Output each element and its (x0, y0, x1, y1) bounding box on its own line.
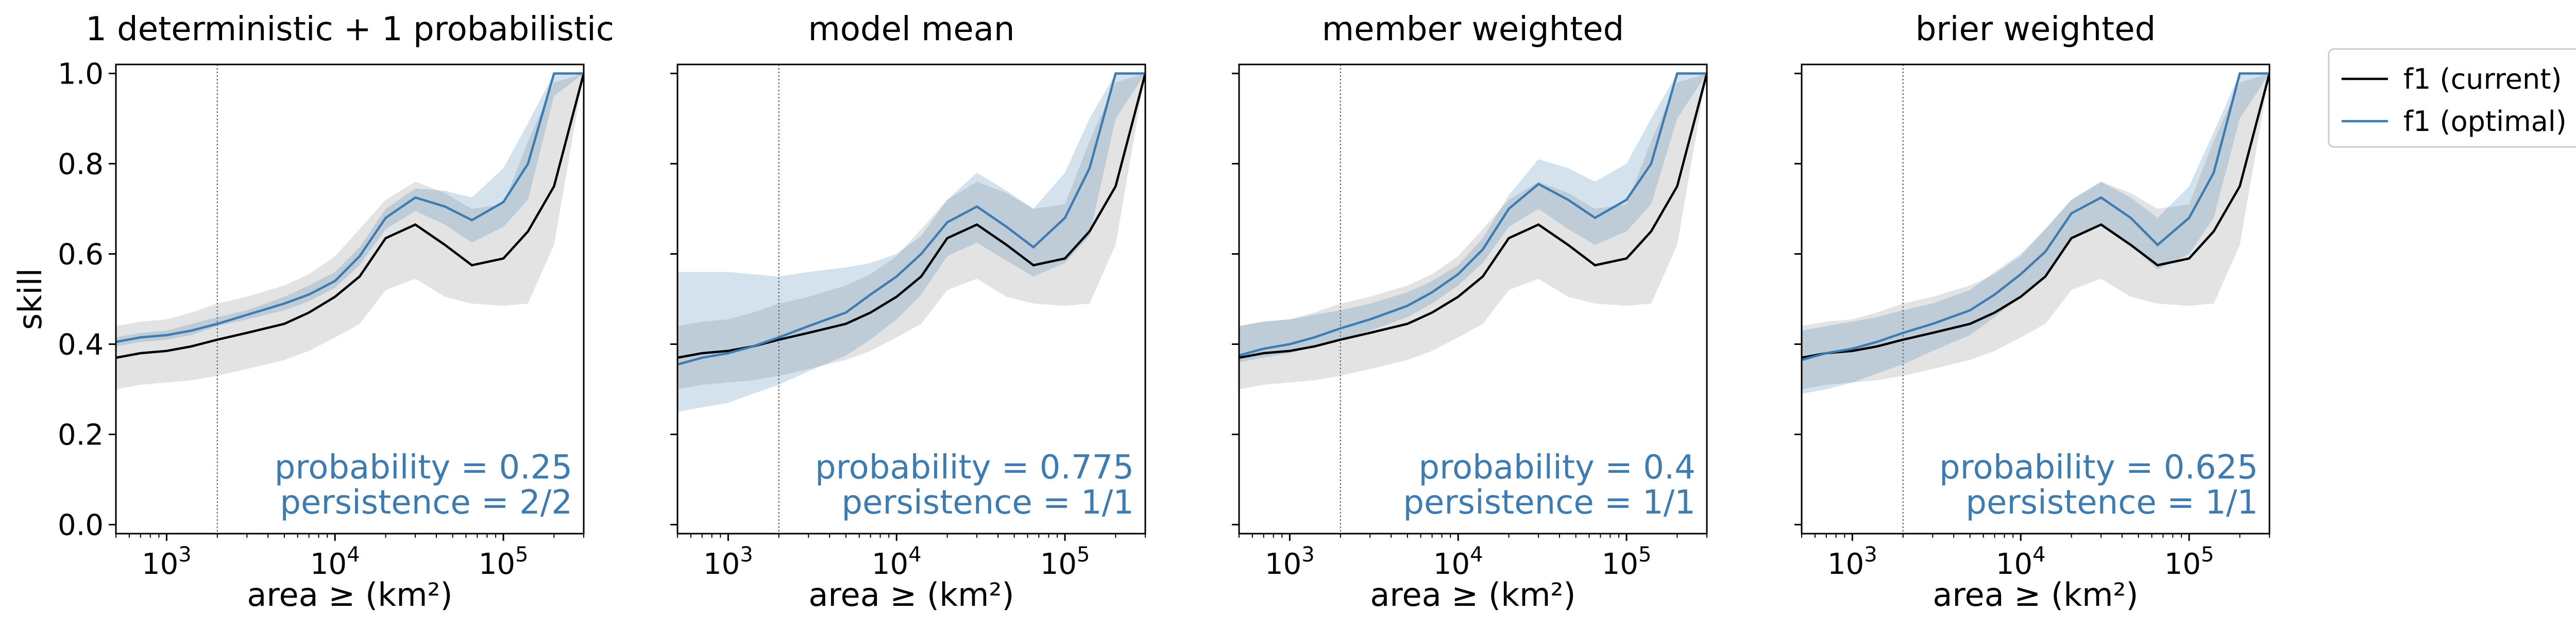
panel-title: brier weighted (1916, 10, 2156, 48)
x-tick-label: 105 (1602, 543, 1652, 581)
axes-frame (1238, 63, 1708, 535)
y-tick-label: 1.0 (58, 58, 104, 91)
legend: f1 (current) f1 (optimal) (2328, 48, 2576, 148)
current-line (1802, 73, 2269, 359)
current-line (1239, 73, 1707, 359)
optimal-line (1239, 72, 1707, 357)
panel-title: model mean (808, 10, 1014, 48)
annotation-line: probability = 0.4 (1418, 449, 1696, 487)
plot-area (1802, 64, 2269, 534)
axes-frame (115, 63, 585, 535)
annotation-line: probability = 0.625 (1939, 449, 2258, 487)
y-tick-label: 0.8 (58, 148, 104, 181)
axes-frame (1801, 63, 2270, 535)
current-line (116, 73, 584, 359)
x-tick-label: 105 (2164, 543, 2214, 581)
legend-label: f1 (current) (2403, 63, 2562, 95)
current-band (677, 73, 1145, 389)
x-tick-label: 103 (1827, 543, 1877, 581)
y-axis-label: skill (11, 268, 49, 330)
panel-1: 0.0 0.2 0.4 0.6 0.8 1.0 103 104 105 1 determinist… (11, 10, 614, 614)
annotation-line: persistence = 1/1 (1965, 484, 2258, 522)
x-tick-label: 104 (1996, 543, 2046, 581)
y-tick-label: 0.6 (58, 238, 104, 272)
panel-title: 1 deterministic + 1 probabilistic (86, 10, 614, 48)
y-tick-label: 0.4 (58, 328, 104, 362)
x-tick-label: 103 (1265, 543, 1315, 581)
optimal-line (116, 72, 584, 343)
current-band (1802, 73, 2269, 389)
panel-4: 103 104 105 brier weighted area ≥ (km²) proba… (1794, 10, 2270, 614)
panel-title: member weighted (1322, 10, 1624, 48)
current-band (1239, 73, 1707, 389)
optimal-band (677, 73, 1145, 412)
panel-3: 103 104 105 member weighted area ≥ (km²) prob… (1232, 10, 1708, 614)
annotation-line: persistence = 2/2 (280, 484, 572, 522)
optimal-band (1802, 73, 2269, 394)
annotation-line: persistence = 1/1 (1403, 484, 1696, 522)
x-tick-label: 104 (1433, 543, 1483, 581)
x-tick-label: 105 (479, 543, 529, 581)
optimal-line (1802, 72, 2269, 361)
y-tick-label: 0.0 (58, 509, 104, 542)
x-tick-label: 103 (703, 543, 753, 581)
optimal-band (1239, 73, 1707, 362)
panel-2: 103 104 105 model mean area ≥ (km²) probabili… (670, 10, 1146, 614)
annotation-line: probability = 0.775 (815, 449, 1134, 487)
legend-box (2328, 48, 2576, 148)
x-axis-label: area ≥ (km²) (247, 576, 452, 614)
axes-frame (676, 63, 1146, 535)
plot-area (677, 64, 1145, 534)
y-tick-label: 0.2 (58, 419, 104, 452)
x-tick-label: 103 (142, 543, 192, 581)
x-tick-label: 105 (1040, 543, 1090, 581)
chart-panels: 0.0 0.2 0.4 0.6 0.8 1.0 103 104 105 1 determinist… (11, 10, 2270, 614)
plot-area (116, 64, 584, 534)
x-axis-label: area ≥ (km²) (808, 576, 1014, 614)
annotation-line: probability = 0.25 (275, 449, 572, 487)
x-axis-label: area ≥ (km²) (1933, 576, 2138, 614)
current-band (116, 73, 584, 389)
plot-area (1239, 64, 1707, 534)
x-axis-label: area ≥ (km²) (1370, 576, 1575, 614)
optimal-line (677, 72, 1145, 366)
legend-label: f1 (optimal) (2403, 105, 2567, 138)
x-tick-label: 104 (872, 543, 922, 581)
annotation-line: persistence = 1/1 (841, 484, 1134, 522)
x-tick-label: 104 (310, 543, 360, 581)
